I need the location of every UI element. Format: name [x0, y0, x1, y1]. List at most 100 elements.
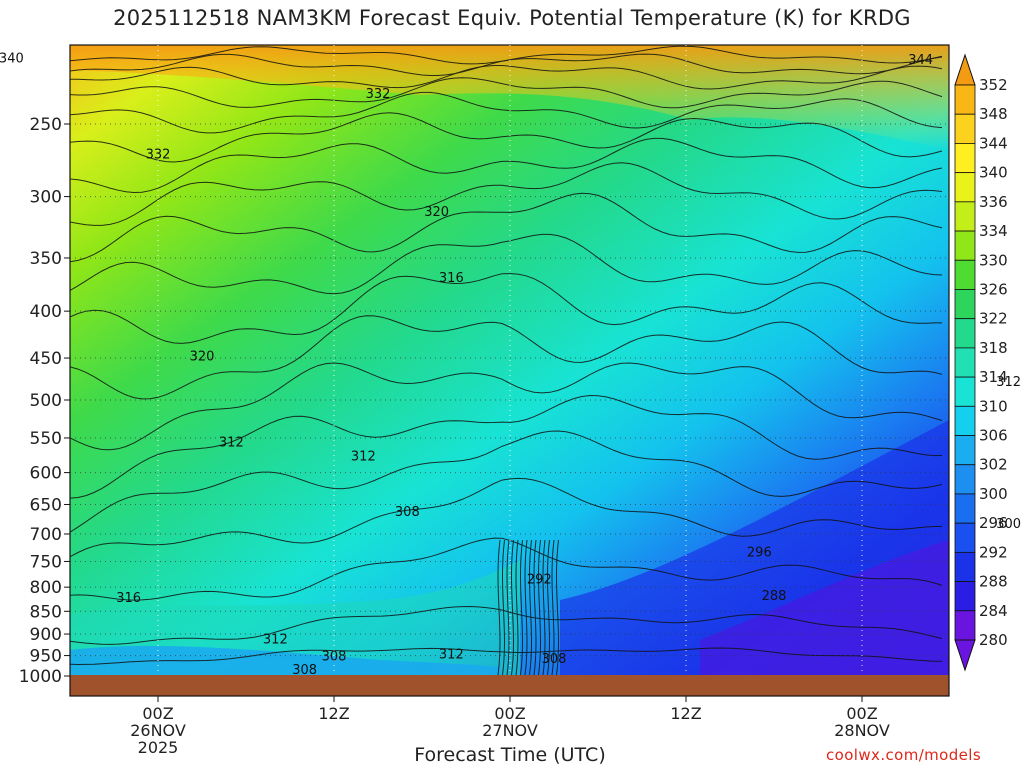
contour-line	[551, 539, 555, 675]
x-tick-label: 2025	[138, 738, 179, 757]
colorbar-swatch	[954, 201, 976, 232]
colorbar-swatch	[954, 405, 976, 436]
colorbar-label: 348	[979, 105, 1008, 123]
contour-line	[70, 537, 943, 601]
contour-line	[70, 77, 943, 109]
x-tick-label: 27NOV	[482, 721, 538, 740]
contour-line	[542, 539, 546, 675]
contour-line	[70, 112, 943, 163]
contour-line	[70, 273, 942, 344]
contour-label: 308	[292, 663, 317, 678]
colorbar-swatch	[954, 435, 976, 466]
colorbar-swatch	[954, 230, 976, 261]
contour-label: 312	[219, 435, 244, 450]
colorbar-label: 330	[979, 251, 1008, 269]
contour-line	[502, 539, 505, 675]
colorbar-swatch	[954, 551, 976, 582]
colorbar-label: 322	[979, 310, 1008, 328]
colorbar-label: 296	[979, 514, 1008, 532]
contour-label: 296	[747, 545, 772, 560]
contour-label: 320	[424, 205, 449, 220]
y-tick-label: 950	[30, 647, 62, 667]
colorbar-swatch	[954, 376, 976, 407]
y-tick-label: 550	[30, 429, 62, 449]
contour-line	[547, 539, 550, 675]
colorbar-label: 288	[979, 573, 1008, 591]
y-tick-label: 350	[30, 249, 62, 269]
colorbar-label: 300	[979, 485, 1008, 503]
contour-line	[506, 539, 510, 675]
contour-line	[70, 53, 943, 76]
colorbar-label: 336	[979, 193, 1008, 211]
y-tick-label: 450	[30, 349, 62, 369]
contour-label: 340	[0, 51, 24, 66]
colorbar-label: 318	[979, 339, 1008, 357]
x-tick-label: 28NOV	[834, 721, 890, 740]
ground-bar	[70, 675, 949, 696]
x-tick-label: 12Z	[318, 704, 349, 723]
colorbar-swatch	[954, 493, 976, 524]
contour-line	[511, 539, 514, 675]
contour-line	[524, 539, 528, 675]
colorbar-swatch	[954, 172, 976, 203]
colorbar-swatch	[954, 581, 976, 612]
contour-line	[515, 539, 519, 675]
y-tick-label: 300	[30, 188, 62, 208]
y-tick-label: 650	[30, 495, 62, 515]
contour-line	[497, 539, 501, 675]
contour-line	[70, 394, 943, 499]
contour-line	[70, 192, 943, 263]
y-tick-label: 850	[30, 602, 62, 622]
y-tick-label: 400	[30, 302, 62, 322]
x-tick-label: 00Z	[494, 704, 525, 723]
contour-line	[70, 162, 943, 226]
contour-line	[538, 539, 541, 675]
contour-label: 292	[527, 573, 552, 588]
x-tick-label: 00Z	[142, 704, 173, 723]
y-tick-label: 900	[30, 625, 62, 645]
x-axis-title: Forecast Time (UTC)	[414, 744, 606, 766]
colorbar-label: 284	[979, 602, 1008, 620]
contour-label: 308	[542, 652, 567, 667]
contour-label: 288	[762, 589, 787, 604]
colorbar-label: 292	[979, 543, 1008, 561]
x-tick-label: 12Z	[670, 704, 701, 723]
contour-line	[556, 539, 559, 675]
contour-line	[529, 539, 532, 675]
colorbar-swatch	[954, 143, 976, 174]
colorbar-label: 352	[979, 76, 1008, 94]
contour-label: 312	[439, 648, 464, 663]
contour-line	[70, 65, 943, 90]
colorbar-top-arrow	[954, 53, 976, 86]
colorbar-swatch	[954, 113, 976, 144]
contour-line	[520, 539, 523, 675]
contour-line	[70, 605, 943, 645]
x-tick-label: 26NOV	[130, 721, 186, 740]
contour-label: 312	[263, 632, 288, 647]
x-tick-label: 00Z	[846, 704, 877, 723]
colorbar-label: 280	[979, 631, 1008, 649]
colorbar-label: 344	[979, 134, 1008, 152]
contour-label: 332	[146, 148, 171, 163]
contour-label: 312	[351, 449, 376, 464]
colorbar-swatch	[954, 289, 976, 320]
colorbar-label: 326	[979, 280, 1008, 298]
y-tick-label: 1000	[19, 667, 62, 687]
colorbar-swatch	[954, 464, 976, 495]
contour-label: 344	[908, 53, 933, 68]
colorbar-label: 310	[979, 397, 1008, 415]
colorbar-swatch	[954, 318, 976, 349]
y-tick-label: 250	[30, 115, 62, 135]
contour-label: 316	[116, 591, 141, 606]
contour-line	[70, 430, 943, 533]
contour-line	[70, 647, 943, 666]
colorbar-swatch	[954, 610, 976, 641]
credit-text: coolwx.com/models	[826, 746, 982, 764]
y-tick-label: 800	[30, 578, 62, 598]
contour-label: 320	[190, 349, 215, 364]
contour-line	[70, 233, 943, 295]
colorbar-swatch	[954, 84, 976, 115]
y-tick-label: 600	[30, 464, 62, 484]
y-tick-label: 500	[30, 391, 62, 411]
